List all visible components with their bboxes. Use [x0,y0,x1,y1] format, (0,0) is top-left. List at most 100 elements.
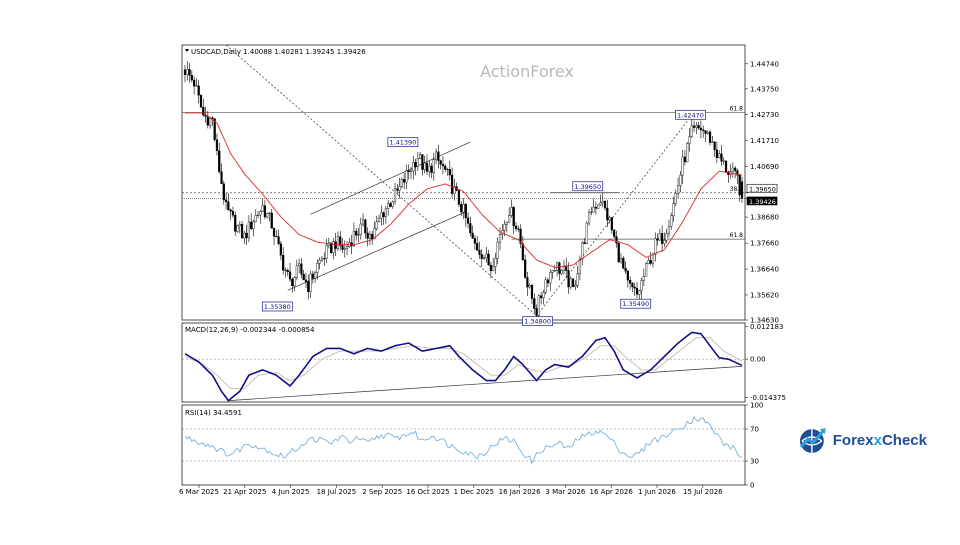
macd-panel-frame [181,322,746,403]
candle-body [421,154,424,170]
candle-body [638,290,641,295]
candle-body [263,205,266,218]
candle-body [245,232,248,239]
price-annotation-label: 1.41390 [389,139,416,147]
candle-body [508,215,511,223]
price-ytick-label: 1.35620 [750,291,779,299]
resistance-price-tag-box [746,183,778,193]
candle-body [371,233,374,240]
candle-body [250,221,253,229]
candle-body [608,217,611,221]
candle-body [339,236,342,246]
candle-body [403,179,406,183]
candle-body [345,246,349,249]
candle-body [414,162,417,168]
candle-body [551,270,554,273]
candle-body [222,183,225,201]
x-tick-label: 18 Jul 2025 [317,488,357,496]
forexcheck-logo: ForexxCheck [797,422,927,458]
candle-body [412,162,415,172]
candle-body [633,286,636,289]
candle-body [190,74,193,81]
candle-body [505,221,508,225]
candle-body [565,266,568,271]
candle-body [309,273,312,292]
price-annotation-label: 1.35490 [622,300,649,308]
candle-body [291,278,294,287]
price-header: USDCAD,Daily 1.40088 1.40281 1.39245 1.3… [191,48,366,56]
x-tick-label: 2 Sep 2025 [362,488,402,496]
candle-body [679,174,682,186]
candle-body [722,160,725,162]
candle-body [535,308,538,316]
price-ytick-label: 1.37660 [750,240,779,248]
current-price-tag: 1.39426 [749,198,776,206]
candle-body [640,280,643,291]
candle-body [364,219,367,234]
candle-body [380,212,383,219]
candle-body [261,205,264,212]
candle-body [300,263,303,275]
rsi-ytick-label: 30 [750,458,759,466]
price-ytick-label: 1.40690 [750,163,779,171]
candle-body [530,284,534,299]
candle-body [464,203,467,219]
candle-body [590,211,593,213]
x-tick-label: 16 Oct 2025 [406,488,449,496]
rsi-panel-frame [181,404,746,486]
x-tick-label: 3 Mar 2026 [545,488,585,496]
candle-body [724,160,728,173]
candle-body [400,179,403,187]
fib-label: 38.2 [730,186,744,193]
candle-body [393,188,397,203]
candle-body [674,193,677,204]
candle-body [307,281,310,292]
candle-body [247,221,251,239]
candle-body [610,217,613,231]
current-price-tag-box [746,196,778,206]
candle-body [622,257,625,269]
candle-body [409,170,413,173]
candle-body [268,212,271,214]
candle-body [197,85,200,96]
candle-body [482,257,486,259]
candle-body [377,217,381,222]
candle-body [485,253,488,259]
candle-body [366,232,369,239]
candle-body [480,254,483,259]
candle-body [419,154,422,159]
candle-body [686,143,689,163]
candle-body [423,162,426,170]
candle-body [293,277,296,287]
candle-body [323,258,326,260]
candle-body [199,94,203,108]
candle-body [540,295,543,299]
candle-body [453,186,456,194]
candles-group [183,61,744,324]
candle-body [437,151,440,161]
candle-body [316,263,319,273]
candle-body [389,203,392,207]
candle-body [715,149,718,158]
candle-body [656,238,659,241]
rsi-ytick-label: 0 [750,482,754,490]
candle-body [218,150,221,172]
candle-body [286,269,289,272]
candle-body [224,199,228,203]
logo-text: ForexxCheck [832,431,927,449]
candle-body [359,223,362,236]
candle-body [702,129,705,131]
candle-body [357,234,360,236]
candle-body [587,211,591,224]
x-tick-label: 6 Mar 2025 [179,488,219,496]
price-ytick-label: 1.44740 [750,60,779,68]
candle-body [288,271,292,280]
candle-body [215,139,219,151]
candle-body [471,232,474,239]
candle-body [220,171,223,185]
candle-body [439,160,442,165]
candle-body [683,156,687,163]
macd-line [184,331,743,402]
x-tick-label: 16 Jan 2026 [499,488,542,496]
candle-body [368,233,372,239]
